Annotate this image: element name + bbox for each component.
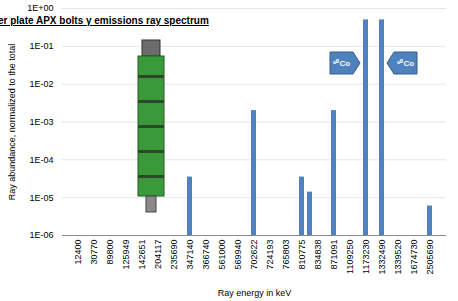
svg-text:142651: 142651 <box>137 240 147 270</box>
svg-text:89800: 89800 <box>105 240 115 265</box>
svg-text:724193: 724193 <box>265 240 275 270</box>
svg-text:12400: 12400 <box>73 240 83 265</box>
svg-text:871091: 871091 <box>329 240 339 270</box>
svg-text:⁶⁰Co: ⁶⁰Co <box>333 59 350 68</box>
svg-text:1109250: 1109250 <box>345 240 355 274</box>
svg-text:1674730: 1674730 <box>409 240 419 275</box>
svg-text:765803: 765803 <box>281 240 291 270</box>
svg-text:1173230: 1173230 <box>361 240 371 274</box>
svg-text:561000: 561000 <box>217 240 227 270</box>
svg-text:1E-02: 1E-02 <box>29 79 53 89</box>
svg-text:702622: 702622 <box>249 240 259 270</box>
svg-text:30770: 30770 <box>89 240 99 265</box>
svg-text:2505690: 2505690 <box>425 240 435 275</box>
svg-text:347140: 347140 <box>185 240 195 270</box>
svg-text:125949: 125949 <box>121 240 131 270</box>
svg-text:1E-05: 1E-05 <box>29 193 53 203</box>
svg-text:366740: 366740 <box>201 240 211 270</box>
svg-text:235690: 235690 <box>169 240 179 270</box>
svg-text:1E-06: 1E-06 <box>29 230 53 240</box>
svg-text:1E-03: 1E-03 <box>29 117 53 127</box>
svg-text:1E-04: 1E-04 <box>29 155 53 165</box>
svg-text:1E-01: 1E-01 <box>29 41 53 51</box>
svg-text:⁶⁰Co: ⁶⁰Co <box>397 59 414 68</box>
svg-text:204117: 204117 <box>153 240 163 269</box>
svg-text:810775: 810775 <box>297 240 307 270</box>
svg-text:Skeleton upper plate APX bolts: Skeleton upper plate APX bolts γ emissio… <box>0 15 209 26</box>
svg-text:Ray energy in keV: Ray energy in keV <box>218 288 292 298</box>
svg-text:569940: 569940 <box>233 240 243 270</box>
svg-text:1332490: 1332490 <box>377 240 387 275</box>
svg-text:1339520: 1339520 <box>393 240 403 275</box>
svg-text:834838: 834838 <box>313 240 323 270</box>
svg-text:Ray abundance, normalized to t: Ray abundance, normalized to the total <box>7 44 17 201</box>
svg-text:1E+00: 1E+00 <box>27 3 53 13</box>
